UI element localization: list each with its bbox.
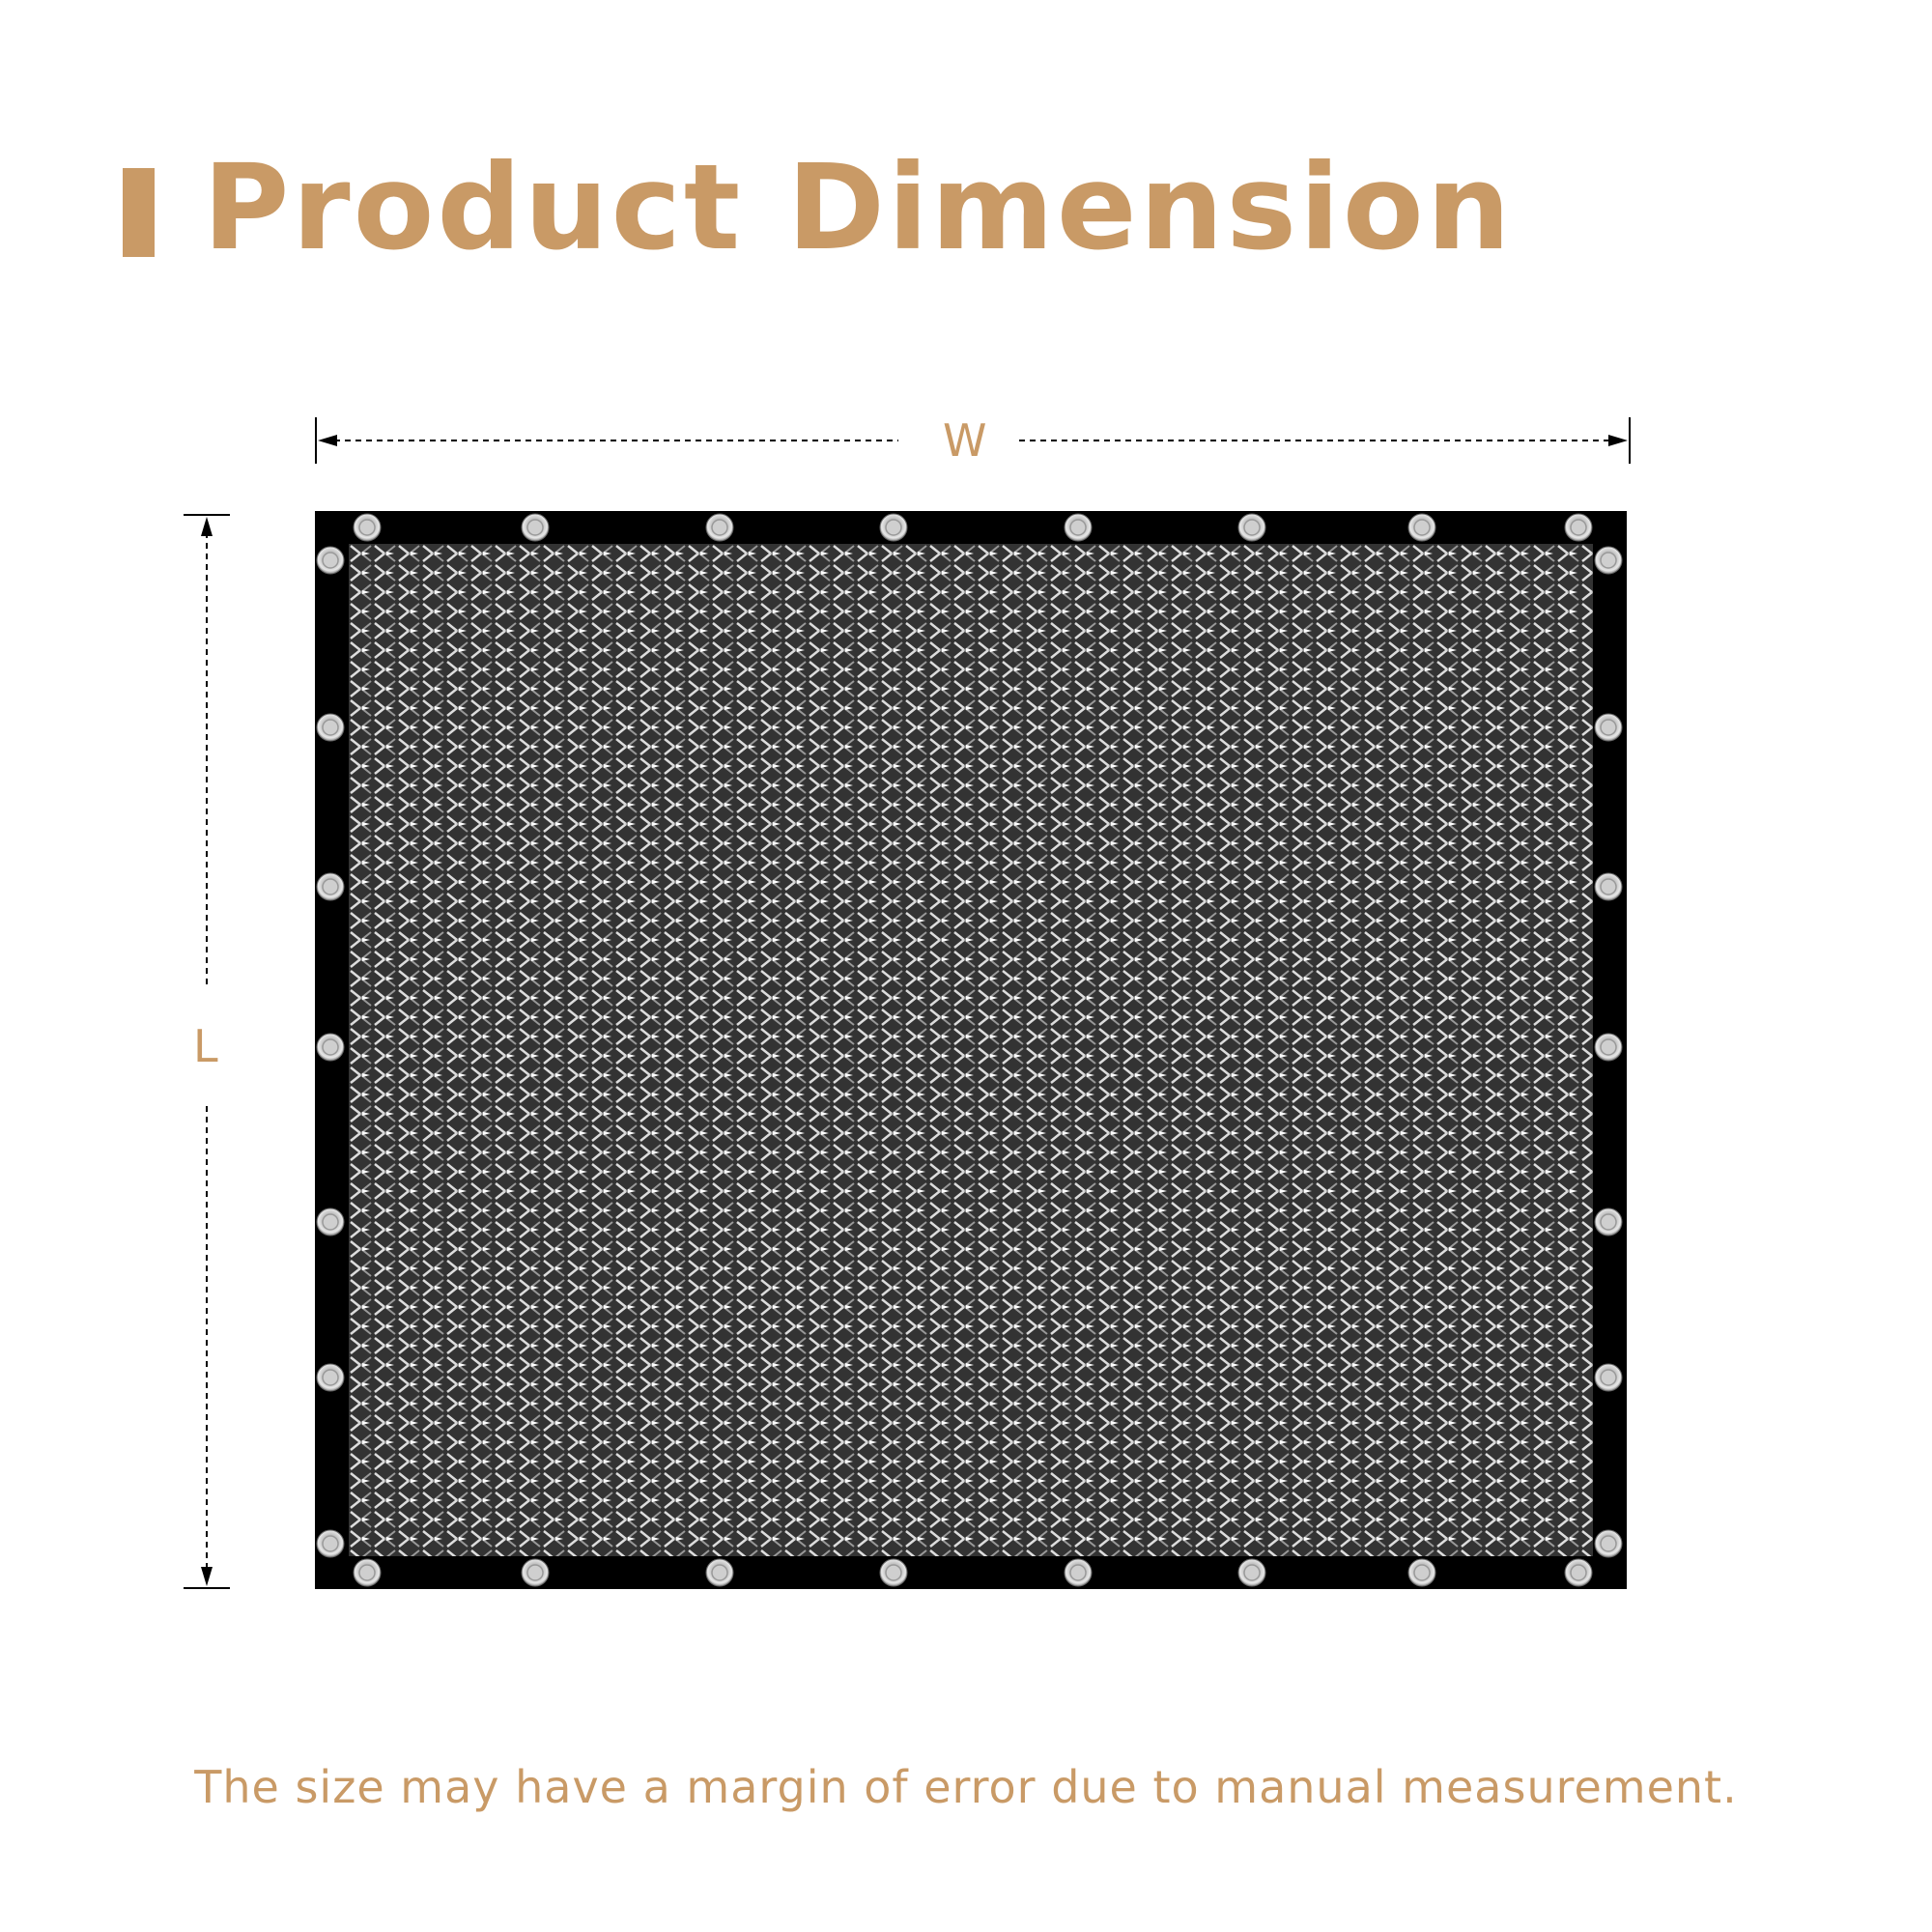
- grommet-icon: [521, 513, 550, 542]
- grommet-icon: [1064, 513, 1093, 542]
- measurement-disclaimer: The size may have a margin of error due …: [194, 1761, 1738, 1813]
- grommet-icon: [353, 513, 382, 542]
- page-title: Product Dimension: [203, 139, 1514, 276]
- grommet-icon: [1064, 1558, 1093, 1587]
- grommet-icon: [1594, 1529, 1623, 1558]
- grommet-icon: [521, 1558, 550, 1587]
- width-label: W: [943, 414, 987, 467]
- grommet-icon: [353, 1558, 382, 1587]
- length-dimension-line: [184, 514, 230, 1589]
- grommet-icon: [316, 1033, 345, 1062]
- grommet-icon: [1594, 1208, 1623, 1236]
- grommet-icon: [316, 1208, 345, 1236]
- grommet-icon: [316, 1363, 345, 1392]
- grommet-icon: [1564, 513, 1593, 542]
- grommet-icon: [1564, 1558, 1593, 1587]
- grommet-icon: [316, 713, 345, 742]
- width-dimension-line: [315, 417, 1631, 464]
- grommet-icon: [1407, 513, 1436, 542]
- grommet-icon: [1594, 546, 1623, 575]
- grommet-icon: [1407, 1558, 1436, 1587]
- sail-mesh: [349, 544, 1593, 1556]
- grommet-icon: [316, 872, 345, 901]
- grommet-icon: [316, 546, 345, 575]
- grommet-icon: [705, 513, 734, 542]
- grommet-icon: [1594, 1363, 1623, 1392]
- grommet-icon: [1237, 513, 1266, 542]
- grommet-icon: [879, 513, 908, 542]
- grommet-icon: [1237, 1558, 1266, 1587]
- grommet-icon: [1594, 872, 1623, 901]
- grommet-icon: [705, 1558, 734, 1587]
- length-label: L: [193, 1020, 218, 1072]
- grommet-icon: [1594, 1033, 1623, 1062]
- grommet-icon: [316, 1529, 345, 1558]
- title-accent-bar: [123, 168, 155, 257]
- grommets: [316, 513, 1623, 1587]
- grommet-icon: [879, 1558, 908, 1587]
- grommet-icon: [1594, 713, 1623, 742]
